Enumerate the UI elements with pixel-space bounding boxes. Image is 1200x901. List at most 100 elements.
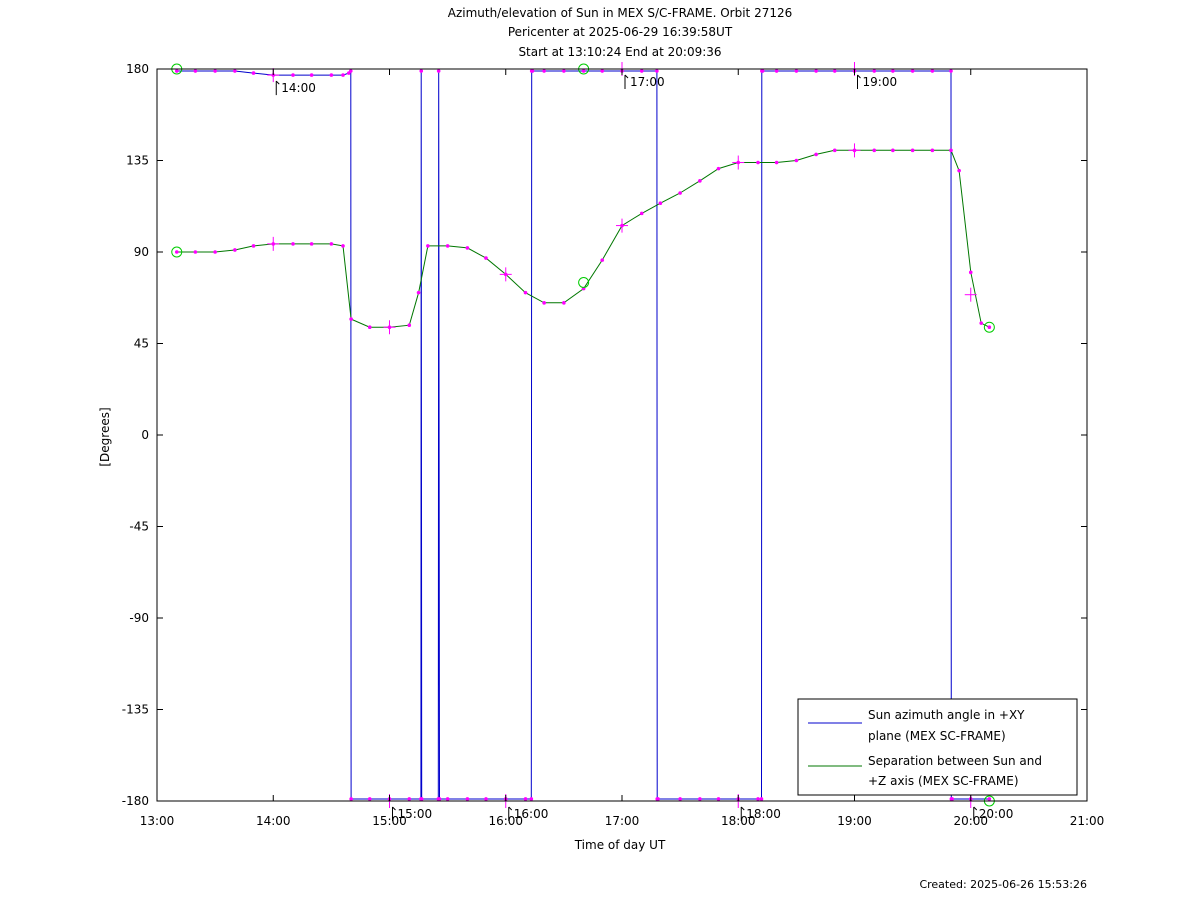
azimuth-sample-point <box>774 69 779 73</box>
legend-box <box>797 698 1078 796</box>
azimuth-sample-point <box>213 69 217 73</box>
y-tick-label: -180 <box>122 794 149 808</box>
y-tick-label: 135 <box>126 154 149 168</box>
azimuth-sample-point <box>891 69 895 73</box>
azimuth-sample-point <box>419 797 424 801</box>
hour-label-tick-hook <box>740 806 745 811</box>
start-marker-circle <box>171 246 183 258</box>
x-tick-label: 15:00 <box>372 814 407 828</box>
separation-sample-point <box>542 301 546 305</box>
separation-sample-point <box>756 160 760 165</box>
x-tick-label: 21:00 <box>1070 814 1105 828</box>
azimuth-sample-point <box>484 797 488 801</box>
separation-sample-point <box>407 323 412 328</box>
legend-label-azimuth-line-2: plane (MEX SC-FRAME) <box>868 729 1006 743</box>
hour-label: 16:00 <box>514 807 549 821</box>
azimuth-sample-point <box>251 71 256 75</box>
hour-label-tick-hook <box>275 80 280 85</box>
legend-label-azimuth-line-1: Sun azimuth angle in +XY <box>868 708 1025 722</box>
separation-sample-point <box>562 301 566 305</box>
separation-sample-point <box>910 148 915 153</box>
separation-sample-point <box>639 211 644 216</box>
separation-sample-point <box>930 148 935 153</box>
hour-cross-marker <box>616 218 628 233</box>
y-tick-label: 90 <box>134 245 149 259</box>
hour-cross-marker <box>499 267 512 282</box>
azimuth-sample-point <box>445 797 450 801</box>
azimuth-sample-point <box>950 797 954 801</box>
azimuth-sample-point <box>814 69 818 73</box>
separation-sample-point <box>426 244 430 248</box>
azimuth-sample-point <box>349 797 353 801</box>
azimuth-sample-point <box>523 797 528 801</box>
azimuth-sample-point <box>656 797 660 801</box>
separation-sample-point <box>949 148 953 153</box>
hour-label-tick-hook <box>508 806 513 811</box>
separation-sample-point <box>957 168 961 173</box>
separation-sample-point <box>416 290 421 295</box>
x-tick-label: 19:00 <box>837 814 872 828</box>
legend-label-separation-line-1: Separation between Sun and <box>868 754 1042 768</box>
y-tick-label: 0 <box>141 428 149 442</box>
hour-label: 20:00 <box>979 807 1014 821</box>
azimuth-sample-point <box>562 69 566 73</box>
hour-label-tick-hook <box>624 74 629 79</box>
azimuth-sample-point <box>542 69 546 73</box>
plot-frame <box>156 68 1088 802</box>
separation-sample-point <box>832 148 837 153</box>
y-tick-label: -45 <box>129 520 149 534</box>
separation-sample-point <box>291 242 295 246</box>
azimuth-sample-point <box>193 69 198 73</box>
separation-sample-point <box>658 201 663 205</box>
separation-sample-point <box>309 242 314 246</box>
azimuth-sample-point <box>678 797 682 801</box>
azimuth-sample-point <box>174 69 179 73</box>
azimuth-sample-point <box>759 797 764 801</box>
azimuth-sample-point <box>529 797 534 801</box>
azimuth-sample-point <box>291 73 295 77</box>
axis-layer: 13:00 14:00 15:00 16:00 17:00 18:00 19:00 20:00… <box>122 62 1105 828</box>
separation-sample-point <box>341 244 345 248</box>
hour-label-tick-hook <box>857 74 861 79</box>
hour-label: 14:00 <box>281 81 316 95</box>
hour-label: 18:00 <box>746 807 781 821</box>
x-tick-label: 13:00 <box>140 814 175 828</box>
y-tick-label: -135 <box>122 703 149 717</box>
x-tick-label: 20:00 <box>953 814 988 828</box>
hour-cross-marker <box>848 143 861 158</box>
separation-sample-point <box>349 317 353 321</box>
azimuth-sample-point <box>716 797 721 801</box>
azimuth-sample-point <box>760 69 765 73</box>
azimuth-sample-point <box>639 69 644 73</box>
separation-sample-point <box>968 270 973 275</box>
azimuth-sample-point <box>419 69 424 73</box>
x-axis-label: Time of day UT <box>574 838 666 852</box>
azimuth-sample-point <box>949 69 953 73</box>
azimuth-sample-point <box>348 69 353 73</box>
azimuth-sample-point <box>437 797 442 801</box>
y-axis-label: [Degrees] <box>98 407 112 466</box>
separation-sample-point <box>465 246 470 250</box>
hour-label: 19:00 <box>863 75 898 89</box>
separation-sample-point <box>600 258 605 262</box>
azimuth-sample-point <box>655 69 659 73</box>
separation-sample-point <box>678 191 682 195</box>
azimuth-sample-point <box>756 797 760 801</box>
pericenter-marker-circle <box>578 277 590 288</box>
azimuth-sample-point <box>600 69 605 73</box>
azimuth-sample-point <box>367 797 372 801</box>
chart-title-line-2: Pericenter at 2025-06-29 16:39:58UT <box>508 25 733 39</box>
azimuth-sample-point <box>407 797 412 801</box>
series-line-separation <box>176 149 990 328</box>
separation-sample-point <box>233 248 237 252</box>
chart-title-line-1: Azimuth/elevation of Sun in MEX S/C-FRAM… <box>448 6 793 20</box>
separation-sample-point <box>329 242 334 246</box>
series-layer <box>174 69 992 801</box>
azimuth-sample-point <box>794 69 799 73</box>
separation-sample-point <box>716 166 721 171</box>
end-marker-circle <box>983 321 995 333</box>
separation-sample-point <box>193 250 198 254</box>
created-timestamp: Created: 2025-06-26 15:53:26 <box>919 878 1087 891</box>
separation-sample-point <box>174 250 179 254</box>
separation-sample-point <box>774 160 779 165</box>
